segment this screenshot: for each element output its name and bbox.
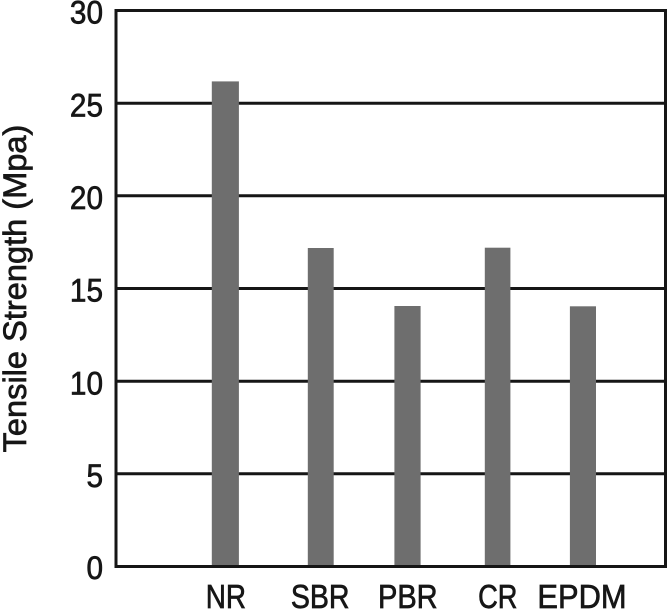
svg-text:CR: CR [478, 580, 517, 609]
svg-text:30: 30 [70, 0, 103, 31]
svg-text:5: 5 [86, 458, 103, 494]
svg-text:25: 25 [70, 87, 103, 123]
svg-text:20: 20 [70, 180, 103, 216]
svg-text:Tensile Strength (Mpa): Tensile Strength (Mpa) [0, 125, 33, 453]
svg-text:NR: NR [206, 579, 246, 609]
svg-text:SBR: SBR [291, 578, 350, 609]
svg-text:15: 15 [70, 273, 103, 309]
svg-text:10: 10 [70, 365, 103, 401]
svg-text:PBR: PBR [378, 578, 438, 609]
svg-text:EPDM: EPDM [537, 578, 626, 609]
svg-text:0: 0 [86, 550, 103, 586]
